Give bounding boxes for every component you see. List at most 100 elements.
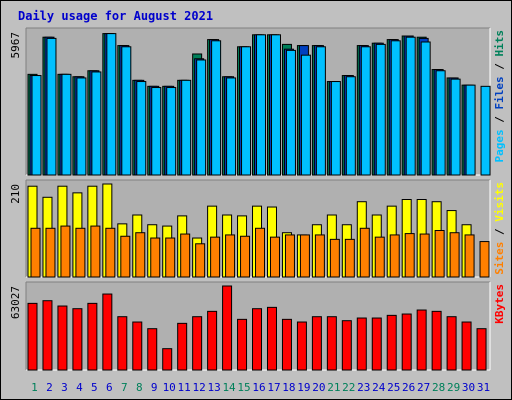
bar-pages-day-13 (211, 40, 222, 176)
bar-sites-day-29 (449, 232, 460, 278)
bar-sites-day-2 (45, 227, 56, 278)
legend-item: Files (493, 76, 506, 109)
bar-pages-day-15 (241, 46, 252, 176)
x-tick-day-21: 21 (327, 381, 340, 394)
bar-pages-day-6 (106, 33, 117, 176)
bar-kbytes-day-13 (207, 310, 218, 371)
bar-sites-day-4 (75, 227, 86, 278)
bar-sites-day-25 (389, 234, 400, 278)
panel-top-max-label: 5967 (9, 32, 22, 59)
x-tick-day-9: 9 (151, 381, 158, 394)
bar-pages-day-30 (465, 84, 476, 176)
bar-sites-day-23 (359, 227, 370, 278)
bar-sites-day-14 (225, 234, 236, 278)
x-tick-day-18: 18 (282, 381, 295, 394)
bar-sites-day-16 (255, 227, 266, 278)
legend-middle: Sites / Visits (493, 182, 506, 275)
bar-sites-day-21 (329, 238, 340, 278)
x-tick-day-22: 22 (342, 381, 355, 394)
bar-pages-day-31 (480, 85, 491, 176)
bar-sites-day-11 (180, 233, 191, 278)
bar-pages-day-28 (435, 70, 446, 176)
bar-kbytes-day-31 (476, 328, 487, 371)
x-tick-day-16: 16 (252, 381, 265, 394)
bar-sites-day-9 (150, 237, 161, 278)
bar-sites-day-12 (195, 243, 206, 278)
bar-sites-day-15 (240, 235, 251, 278)
bar-kbytes-day-20 (311, 316, 322, 371)
bar-sites-day-20 (314, 234, 325, 278)
bar-pages-day-12 (196, 59, 207, 176)
x-tick-day-4: 4 (76, 381, 83, 394)
bar-kbytes-day-3 (57, 305, 68, 371)
legend-item: / (493, 110, 506, 130)
bar-pages-day-22 (345, 76, 356, 176)
bar-pages-day-8 (136, 81, 147, 176)
bar-pages-day-26 (405, 36, 416, 176)
bar-pages-day-14 (226, 77, 237, 176)
bar-kbytes-day-27 (416, 309, 427, 371)
x-tick-day-31: 31 (477, 381, 490, 394)
bar-sites-day-7 (120, 235, 131, 278)
x-tick-day-3: 3 (61, 381, 68, 394)
bar-kbytes-day-22 (341, 320, 352, 371)
x-tick-day-17: 17 (267, 381, 280, 394)
legend-item: Pages (493, 129, 506, 162)
x-tick-day-20: 20 (312, 381, 325, 394)
bar-sites-day-10 (165, 237, 176, 278)
bar-kbytes-day-15 (237, 318, 248, 371)
bar-pages-day-11 (181, 79, 192, 176)
bar-pages-day-10 (166, 87, 177, 176)
bar-sites-day-28 (434, 230, 445, 278)
chart-title: Daily usage for August 2021 (18, 9, 214, 23)
bar-kbytes-day-21 (326, 316, 337, 371)
bar-kbytes-day-5 (87, 302, 98, 371)
bar-kbytes-day-8 (132, 321, 143, 371)
bar-pages-day-7 (121, 46, 132, 176)
bar-kbytes-day-24 (371, 317, 382, 371)
bar-kbytes-day-14 (222, 285, 233, 371)
bar-sites-day-17 (269, 236, 280, 278)
bar-kbytes-day-19 (296, 321, 307, 371)
bar-pages-day-23 (360, 46, 371, 176)
x-tick-day-10: 10 (163, 381, 176, 394)
x-tick-day-5: 5 (91, 381, 98, 394)
bar-kbytes-day-26 (401, 313, 412, 371)
bar-pages-day-18 (285, 49, 296, 176)
bar-kbytes-day-18 (281, 318, 292, 371)
bar-sites-day-31 (479, 241, 490, 278)
bar-pages-day-17 (270, 34, 281, 176)
bar-sites-day-19 (299, 234, 310, 278)
bar-kbytes-day-9 (147, 328, 158, 371)
bar-pages-day-21 (330, 81, 341, 176)
bar-pages-day-24 (375, 43, 386, 176)
bar-sites-day-5 (90, 225, 101, 278)
x-tick-day-7: 7 (121, 381, 128, 394)
bar-sites-day-3 (60, 225, 71, 278)
bar-kbytes-day-23 (356, 317, 367, 371)
bar-sites-day-6 (105, 227, 116, 278)
x-tick-day-15: 15 (237, 381, 250, 394)
x-tick-day-6: 6 (106, 381, 113, 394)
x-tick-day-11: 11 (178, 381, 191, 394)
bar-sites-day-27 (419, 233, 430, 278)
legend-item: KBytes (493, 284, 506, 324)
legend-top: Pages / Files / Hits (493, 30, 506, 163)
bar-pages-day-25 (390, 40, 401, 176)
bar-sites-day-24 (374, 236, 385, 278)
legend-item: / (493, 57, 506, 77)
bar-sites-day-22 (344, 238, 355, 278)
bar-kbytes-day-11 (177, 322, 188, 371)
bar-kbytes-day-16 (252, 308, 263, 371)
x-tick-day-30: 30 (462, 381, 475, 394)
bar-pages-day-29 (450, 78, 461, 176)
x-tick-day-1: 1 (31, 381, 38, 394)
bar-sites-day-8 (135, 232, 146, 278)
x-tick-day-13: 13 (207, 381, 220, 394)
x-tick-day-24: 24 (372, 381, 386, 394)
bar-pages-day-5 (91, 71, 102, 176)
bar-kbytes-day-6 (102, 293, 113, 371)
bar-kbytes-day-7 (117, 316, 128, 371)
bar-pages-day-4 (76, 77, 87, 176)
bar-kbytes-day-25 (386, 314, 397, 371)
